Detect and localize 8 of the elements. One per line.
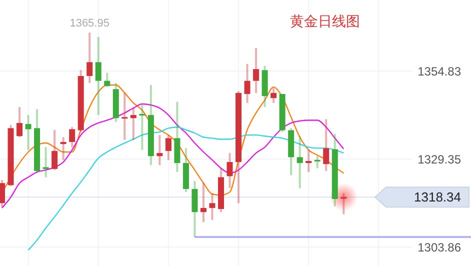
ref-line-label: 1318.34	[414, 190, 461, 205]
y-tick-label: 1303.86	[418, 240, 462, 254]
line-series	[28, 126, 344, 251]
y-tick-label: 1329.35	[418, 152, 462, 166]
line-series	[1, 103, 344, 209]
annotation: 1365.95	[70, 18, 110, 30]
text: 黄金日线图	[290, 13, 360, 29]
y-tick-label: 1354.83	[418, 64, 462, 78]
